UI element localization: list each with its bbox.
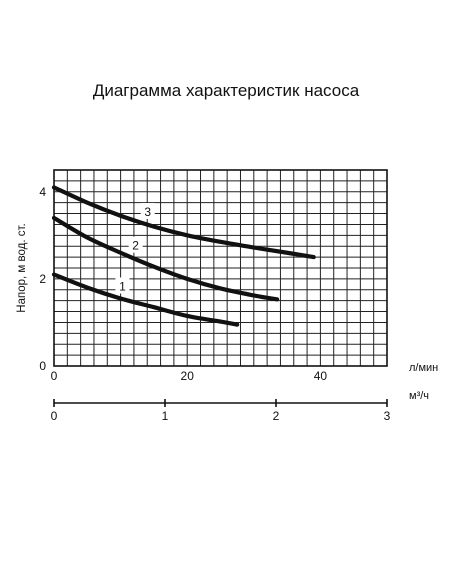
curve-label-bg [140,202,155,219]
curve-1 [51,272,240,327]
y-tick-label: 0 [39,359,46,373]
y-tick-label: 2 [39,272,46,286]
y-tick-label: 4 [39,185,46,199]
y-axis-label: Напор, м вод. ст. [16,223,28,312]
x2-tick-label: 0 [51,409,58,423]
curve-label-3: 3 [144,205,151,219]
curve-3 [51,185,316,260]
x2-tick-label: 2 [273,409,280,423]
curve-label-bg [128,236,143,253]
x2-tick-label: 3 [384,409,391,423]
curve-label-2: 2 [132,239,139,253]
curve-label-bg [115,277,130,294]
x2-tick-label: 1 [162,409,169,423]
plot-grid [54,170,387,366]
curve-2 [51,215,280,302]
curve-label-1: 1 [119,279,126,293]
x-axis-unit: л/мин [409,362,438,374]
x-tick-label: 20 [181,369,195,383]
x-tick-label: 0 [51,369,58,383]
plot-frame [53,169,388,367]
secondary-x-axis: 0 1 2 3 [51,399,391,423]
chart-title: Диаграмма характеристик насоса [93,81,360,100]
y-tick-labels: 0 2 4 [39,185,46,373]
x-tick-label: 40 [314,369,328,383]
x-tick-labels: 0 20 40 [51,369,328,383]
curves-group: 1 2 3 [51,185,316,327]
x2-axis-unit: м³/ч [409,390,429,402]
